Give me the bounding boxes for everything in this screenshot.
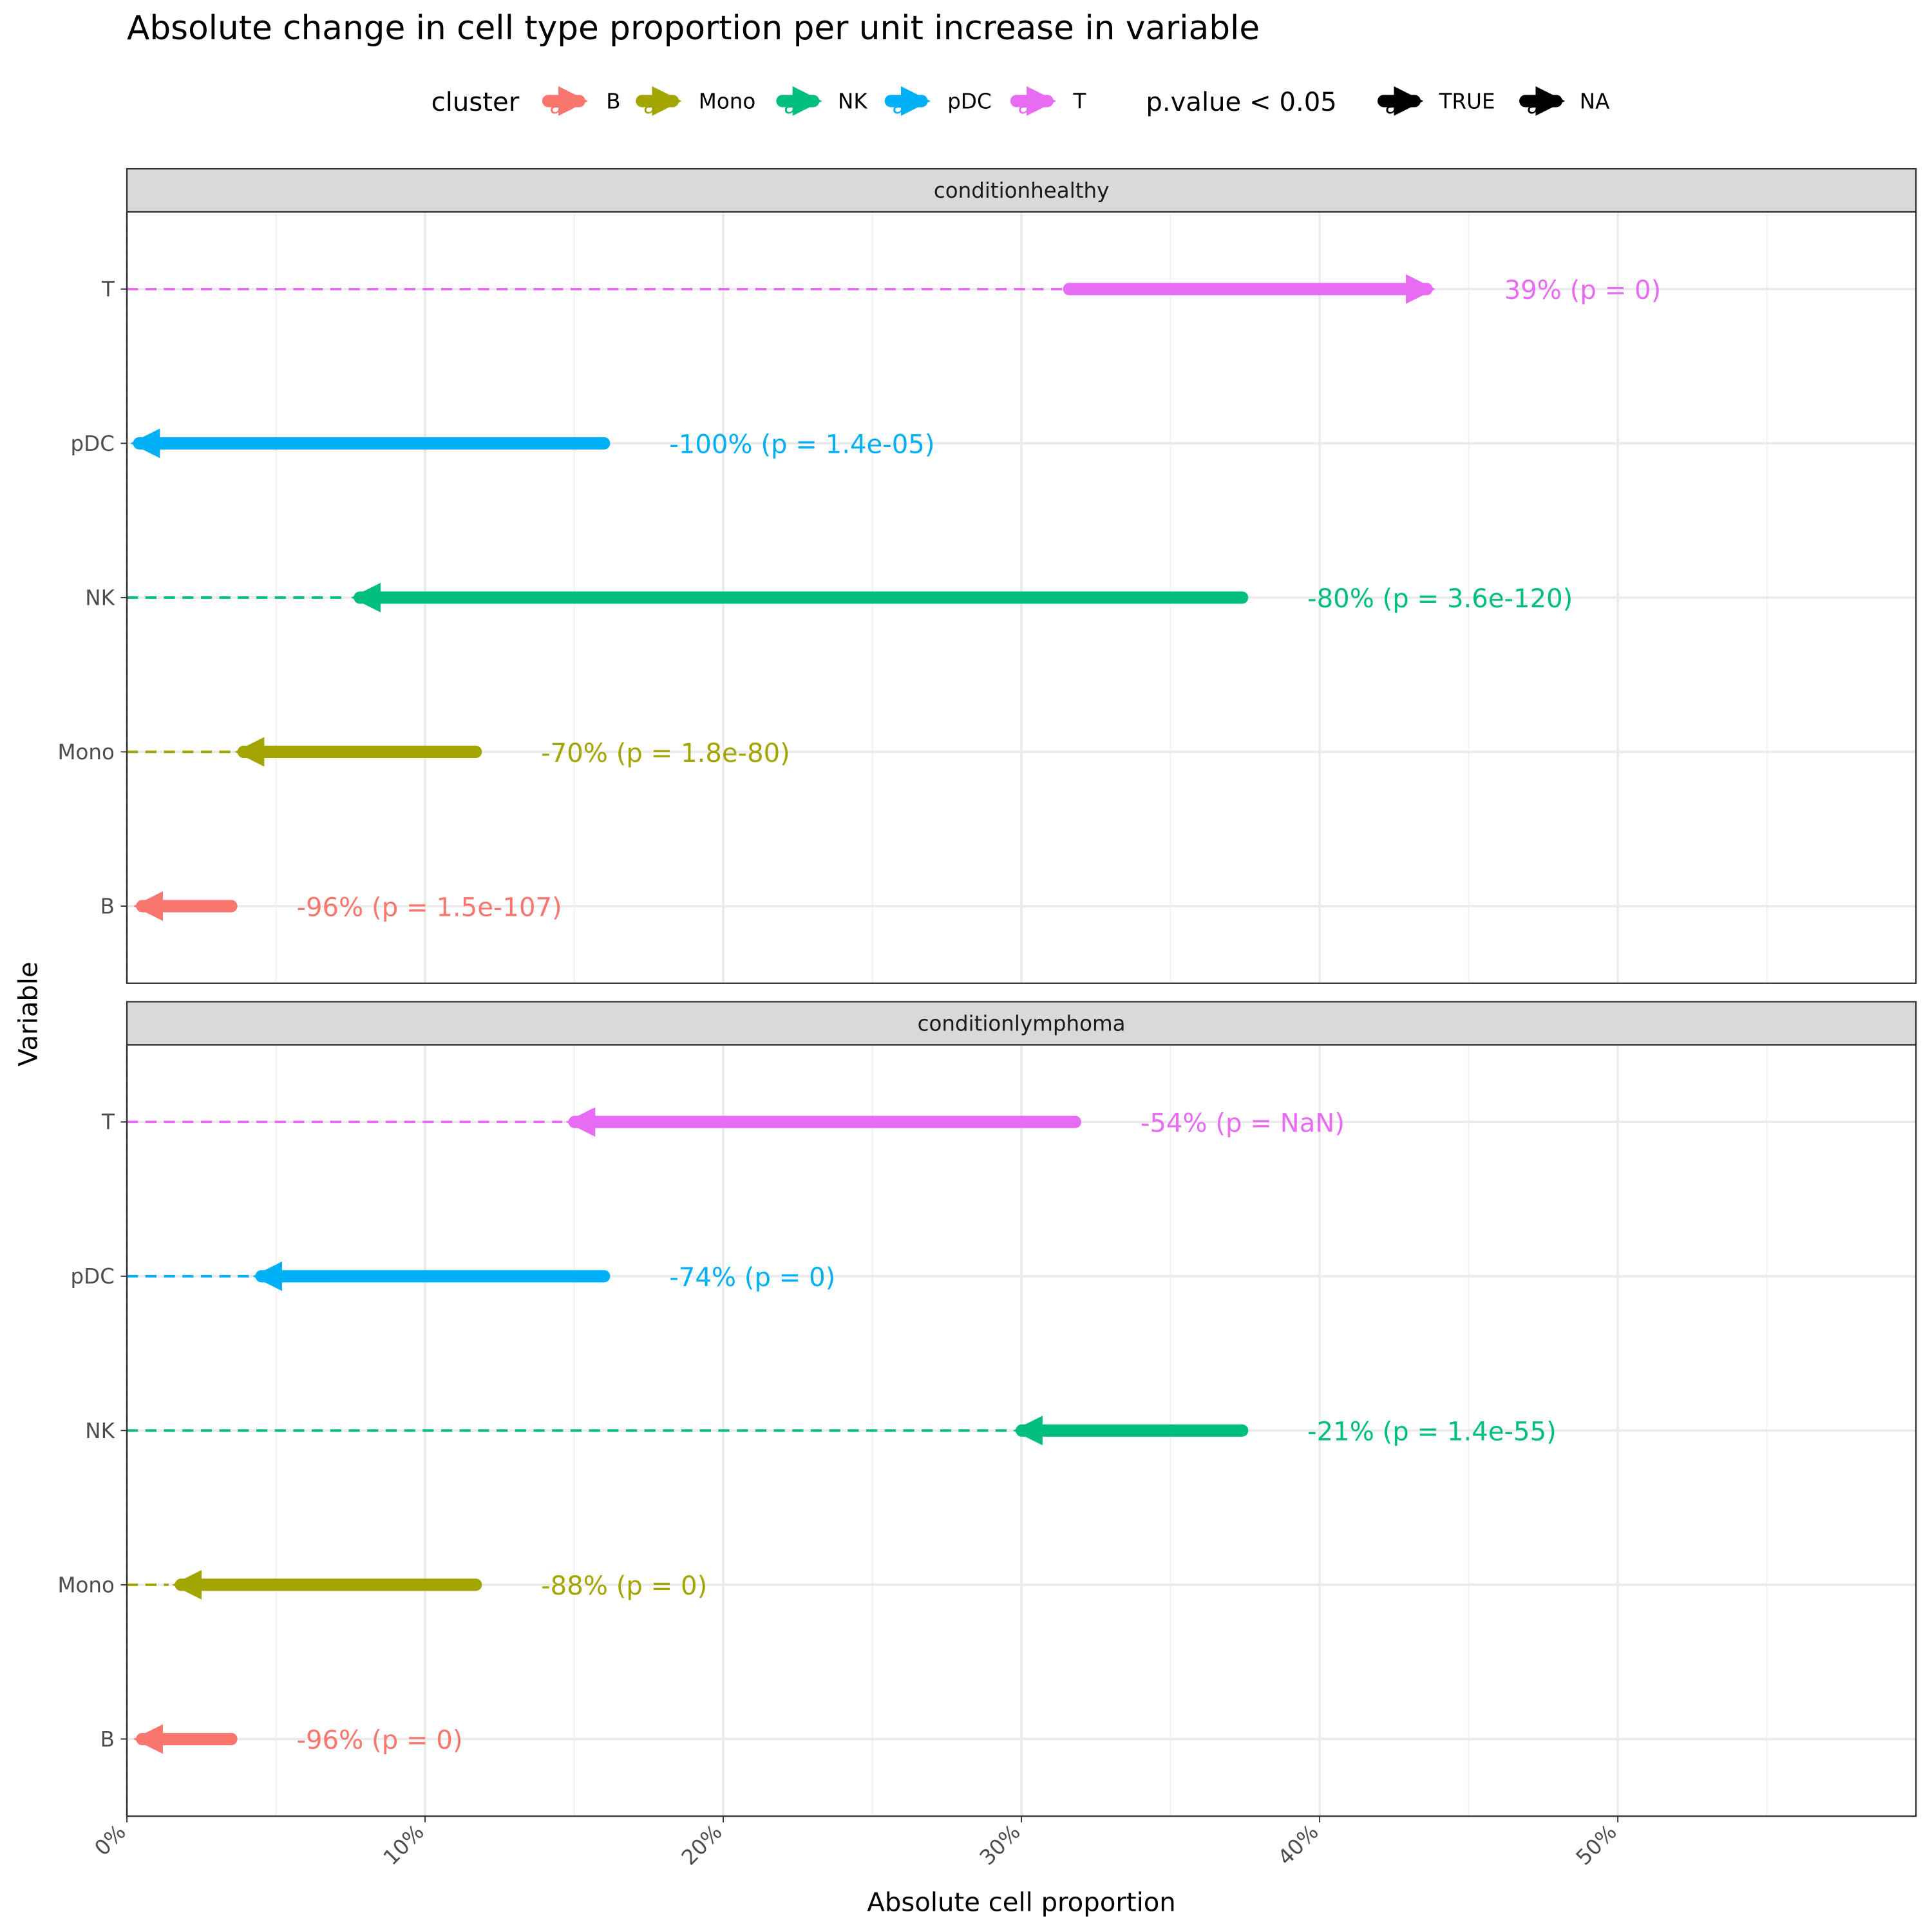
facet-strip bbox=[126, 1001, 1917, 1046]
y-tick-label: B bbox=[100, 1727, 115, 1752]
legend-glyph: a bbox=[1385, 94, 1398, 118]
data-label-B: -96% (p = 1.5e-107) bbox=[297, 893, 562, 922]
facet-panels: conditionhealthy B Mono NK pDC T 39% (p = 0) -1… bbox=[57, 167, 1917, 1870]
legend-label-pvalue-NA: NA bbox=[1580, 89, 1610, 113]
legend-key-pDC: a bbox=[884, 86, 931, 118]
y-tick-label: T bbox=[101, 1110, 115, 1135]
y-tick-label: B bbox=[100, 894, 115, 918]
legend-glyph: a bbox=[1018, 94, 1030, 118]
data-label-NK: -80% (p = 3.6e-120) bbox=[1307, 584, 1573, 614]
y-tick-label: NK bbox=[85, 1419, 115, 1443]
data-label-T: -54% (p = NaN) bbox=[1141, 1109, 1345, 1139]
data-label-pDC: -74% (p = 0) bbox=[669, 1263, 835, 1293]
legend-glyph: a bbox=[549, 94, 562, 118]
legend-label-Mono: Mono bbox=[699, 89, 755, 113]
data-label-T: 39% (p = 0) bbox=[1504, 276, 1662, 305]
panel-border bbox=[126, 211, 1917, 984]
chart-title: Absolute change in cell type proportion … bbox=[127, 9, 1260, 48]
data-label-Mono: -70% (p = 1.8e-80) bbox=[541, 739, 790, 768]
legend-key-pvalue-NA: a bbox=[1519, 86, 1566, 118]
y-tick-label: Mono bbox=[57, 1573, 114, 1597]
legend-label-NK: NK bbox=[838, 89, 867, 113]
x-tick-label: 50% bbox=[1571, 1820, 1622, 1870]
legend-glyph: a bbox=[643, 94, 656, 118]
y-tick-label: Mono bbox=[57, 740, 114, 764]
legend-label-pDC: pDC bbox=[947, 89, 991, 113]
facet-strip-label: conditionlymphoma bbox=[918, 1011, 1126, 1036]
legend-label-B: B bbox=[606, 89, 620, 113]
facet-panel-conditionhealthy: conditionhealthy B Mono NK pDC T 39% (p = 0) -1… bbox=[57, 167, 1917, 984]
data-label-pDC: -100% (p = 1.4e-05) bbox=[669, 430, 934, 460]
x-axis-title: Absolute cell proportion bbox=[867, 1888, 1175, 1917]
x-tick-label: 10% bbox=[379, 1820, 429, 1870]
facet-strip-label: conditionhealthy bbox=[934, 178, 1110, 203]
legend-key-T: a bbox=[1010, 86, 1057, 118]
x-tick-label: 30% bbox=[975, 1820, 1025, 1870]
x-tick-label: 0% bbox=[90, 1820, 130, 1861]
legend-key-NK: a bbox=[776, 86, 822, 118]
facet-panel-conditionlymphoma: conditionlymphoma B Mono NK pDC T -54% (p = Na… bbox=[57, 1001, 1917, 1817]
y-tick-label: pDC bbox=[71, 1264, 115, 1289]
legend-label-pvalue-TRUE: TRUE bbox=[1439, 89, 1495, 113]
data-label-B: -96% (p = 0) bbox=[297, 1726, 463, 1756]
y-axis-title: Variable bbox=[14, 961, 43, 1066]
y-tick-label: T bbox=[101, 277, 115, 301]
legend-glyph: a bbox=[892, 94, 905, 118]
data-label-NK: -21% (p = 1.4e-55) bbox=[1307, 1417, 1557, 1447]
legend-glyph: a bbox=[1527, 94, 1540, 118]
y-tick-label: NK bbox=[85, 585, 115, 610]
legend-cluster-title: cluster bbox=[431, 88, 520, 117]
data-label-Mono: -88% (p = 0) bbox=[541, 1571, 707, 1601]
legend-key-Mono: a bbox=[636, 86, 682, 118]
y-tick-label: pDC bbox=[71, 431, 115, 456]
legend-label-T: T bbox=[1072, 89, 1086, 113]
legend-key-B: a bbox=[542, 86, 589, 118]
x-tick-label: 20% bbox=[677, 1820, 727, 1870]
legend-key-pvalue-TRUE: a bbox=[1378, 86, 1424, 118]
legend-glyph: a bbox=[784, 94, 797, 118]
legend-pvalue-title: p.value < 0.05 bbox=[1146, 88, 1337, 117]
x-tick-label: 40% bbox=[1273, 1820, 1323, 1870]
